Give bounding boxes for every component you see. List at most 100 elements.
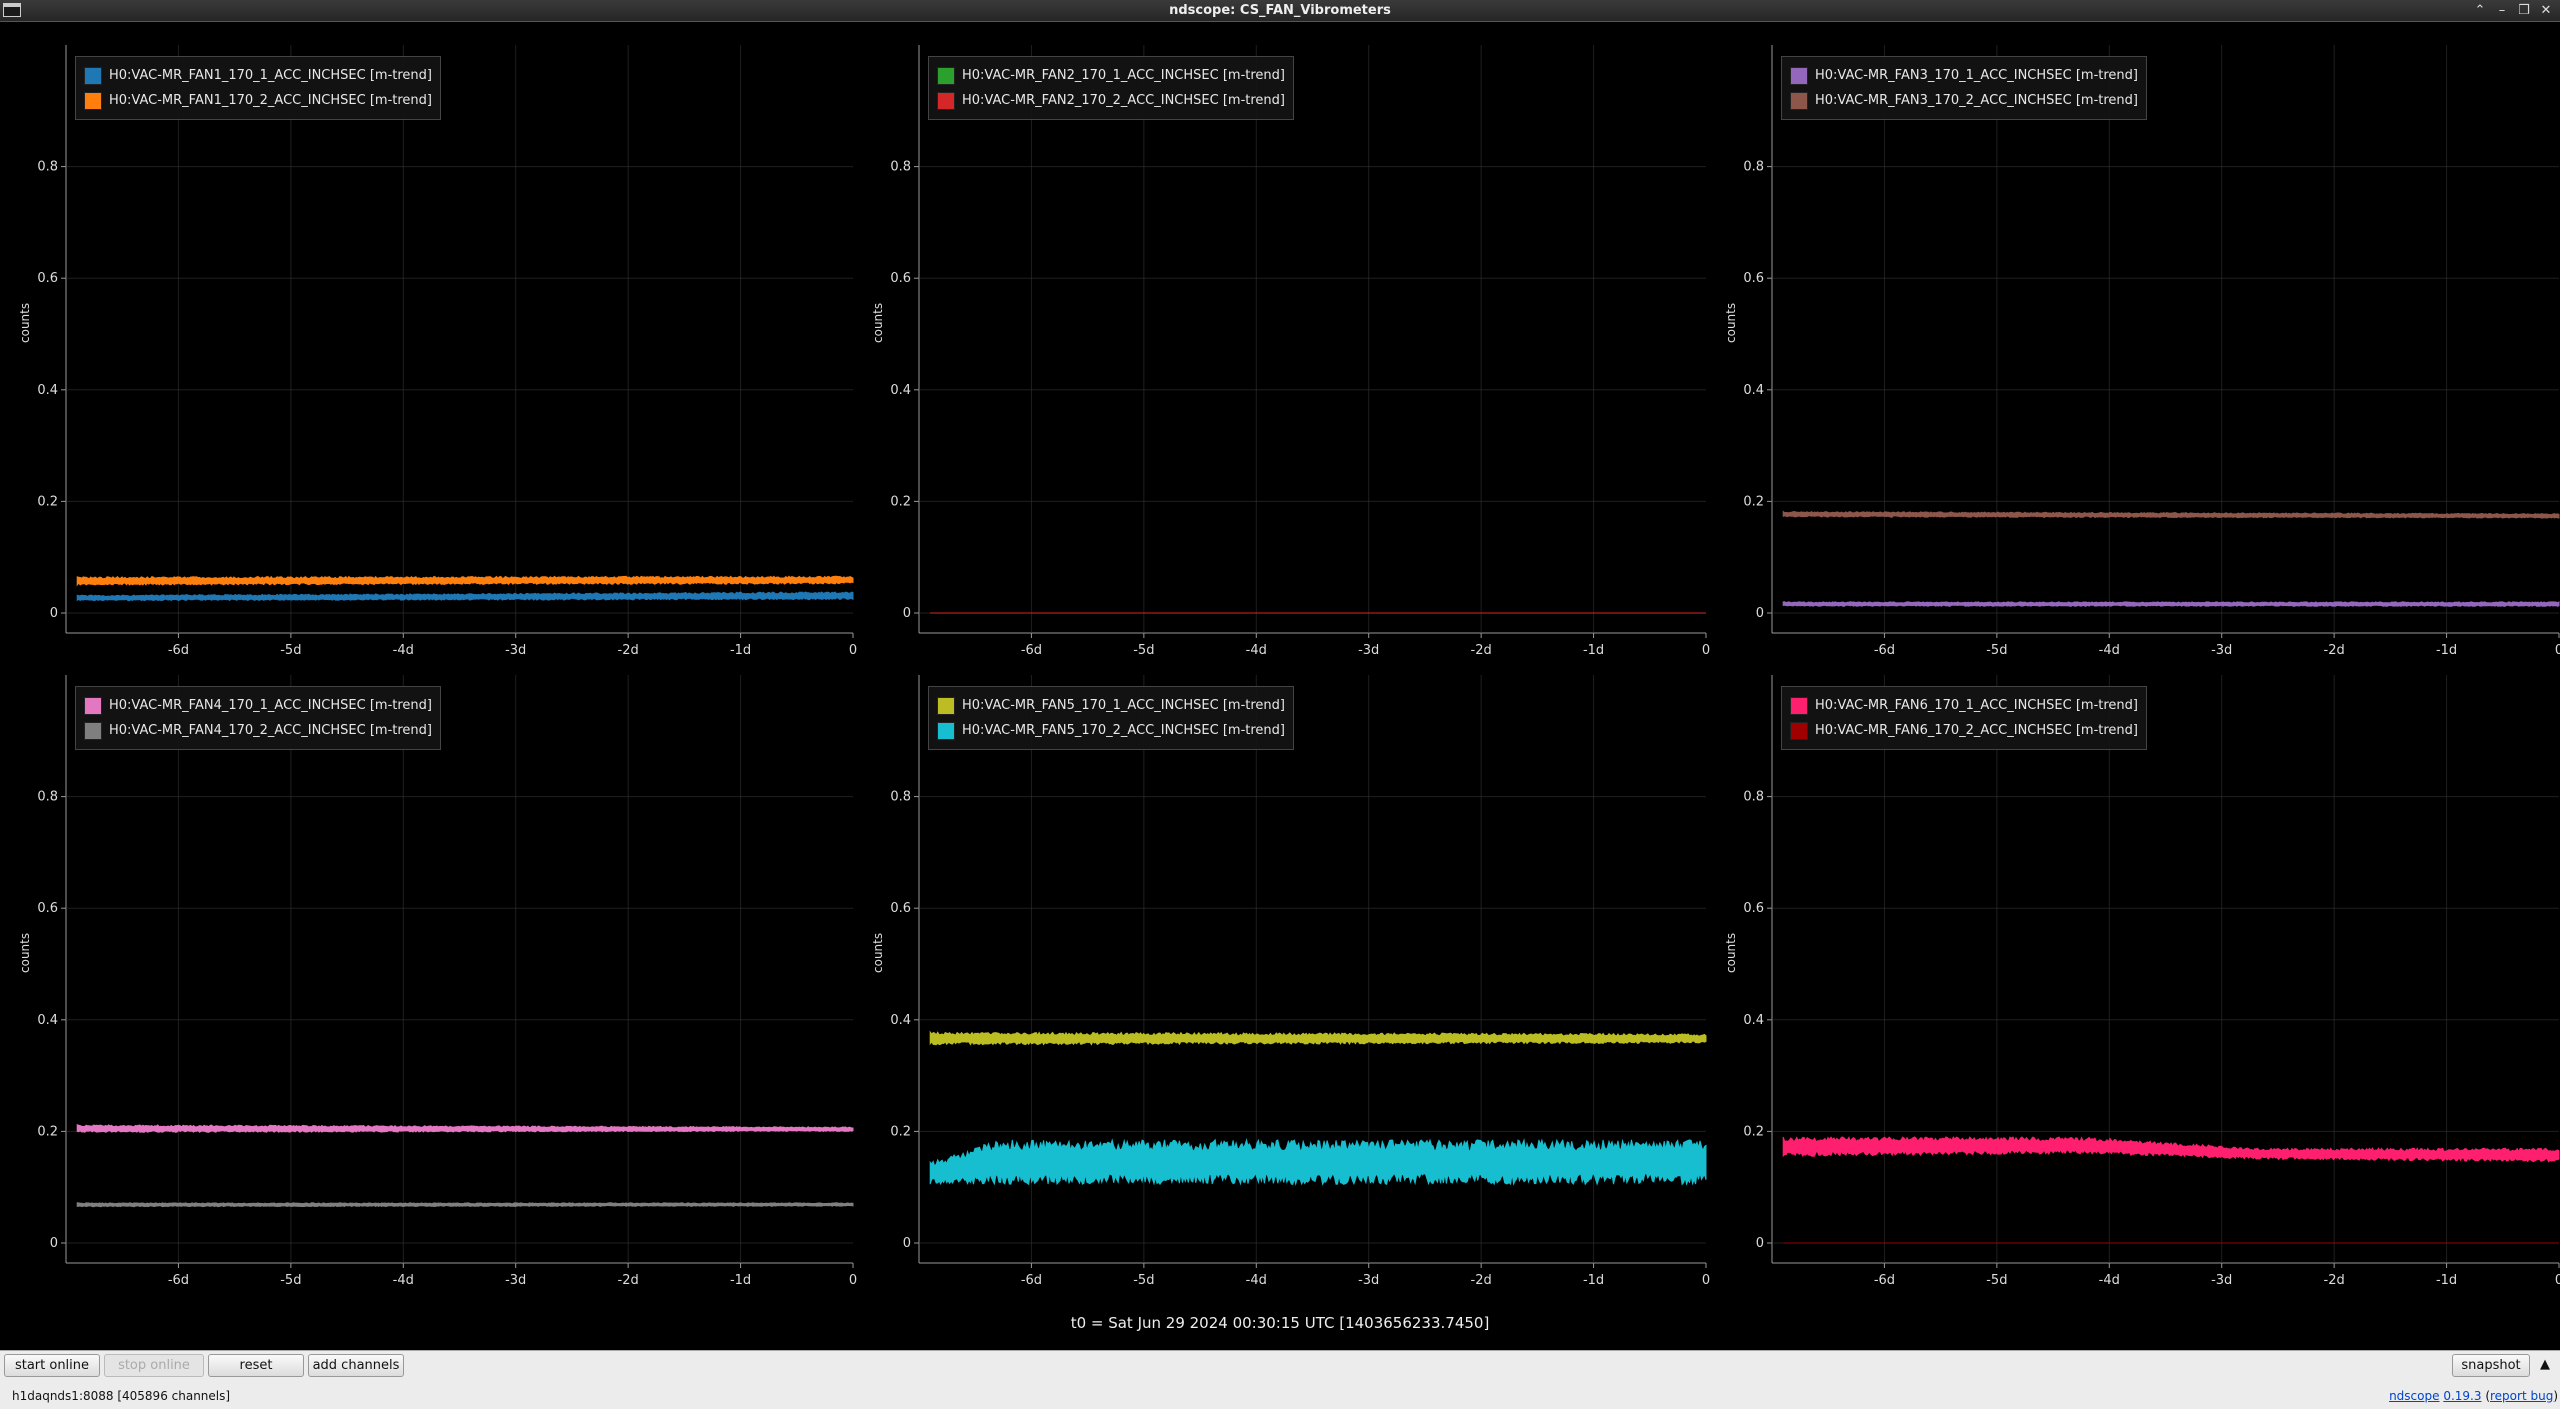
legend-label: H0:VAC-MR_FAN1_170_1_ACC_INCHSEC [m-tren…	[109, 68, 432, 83]
close-window-icon[interactable]: ✕	[2540, 3, 2552, 18]
legend-swatch	[937, 91, 955, 110]
report-bug-link[interactable]: report bug	[2490, 1389, 2554, 1403]
y-tick-label: 0.6	[37, 271, 58, 286]
plot-fan2[interactable]: 0 0.2 0.4 0.6 0.8 -6d -5d -4d -3d -2d -1d 0 counts …	[853, 23, 1710, 658]
version-link[interactable]: 0.19.3	[2443, 1389, 2482, 1403]
legend-label: H0:VAC-MR_FAN5_170_1_ACC_INCHSEC [m-tren…	[962, 698, 1285, 713]
legend-item[interactable]: H0:VAC-MR_FAN2_170_1_ACC_INCHSEC [m-tren…	[937, 63, 1285, 88]
y-tick-label: 0.8	[37, 790, 58, 805]
x-tick-label: -3d	[505, 1273, 526, 1288]
x-tick-label: -1d	[2436, 1273, 2457, 1288]
plot-fan3[interactable]: 0 0.2 0.4 0.6 0.8 -6d -5d -4d -3d -2d -1d 0 counts …	[1706, 23, 2560, 658]
series-trace	[76, 1202, 854, 1208]
legend: H0:VAC-MR_FAN2_170_1_ACC_INCHSEC [m-tren…	[928, 56, 1294, 120]
x-tick-label: -5d	[1133, 1273, 1154, 1288]
legend-label: H0:VAC-MR_FAN6_170_2_ACC_INCHSEC [m-tren…	[1815, 723, 2138, 738]
legend-item[interactable]: H0:VAC-MR_FAN4_170_1_ACC_INCHSEC [m-tren…	[84, 693, 432, 718]
series-trace	[1782, 1136, 2560, 1163]
legend-swatch	[937, 721, 955, 740]
x-tick-label: -1d	[730, 643, 751, 658]
x-tick-label: -6d	[1874, 643, 1895, 658]
y-axis-label: counts	[1724, 302, 1738, 343]
legend-label: H0:VAC-MR_FAN5_170_2_ACC_INCHSEC [m-tren…	[962, 723, 1285, 738]
window-title: ndscope: CS_FAN_Vibrometers	[1169, 3, 1391, 18]
y-tick-label: 0	[50, 1236, 58, 1251]
x-tick-label: 0	[2555, 1273, 2560, 1288]
legend-label: H0:VAC-MR_FAN4_170_2_ACC_INCHSEC [m-tren…	[109, 723, 432, 738]
plot-canvas[interactable]: 0 0.2 0.4 0.6 0.8 -6d -5d -4d -3d -2d -1d 0	[0, 653, 857, 1288]
x-tick-label: -6d	[1021, 643, 1042, 658]
add-channels-button[interactable]: add channels	[308, 1354, 404, 1377]
x-tick-label: -1d	[1583, 643, 1604, 658]
y-tick-label: 0.8	[1743, 160, 1764, 175]
y-tick-label: 0.8	[890, 790, 911, 805]
plot-canvas[interactable]: 0 0.2 0.4 0.6 0.8 -6d -5d -4d -3d -2d -1d 0	[0, 23, 857, 658]
legend-item[interactable]: H0:VAC-MR_FAN3_170_2_ACC_INCHSEC [m-tren…	[1790, 88, 2138, 113]
legend-item[interactable]: H0:VAC-MR_FAN1_170_2_ACC_INCHSEC [m-tren…	[84, 88, 432, 113]
x-tick-label: -1d	[2436, 643, 2457, 658]
legend-swatch	[937, 66, 955, 85]
x-tick-label: 0	[2555, 643, 2560, 658]
legend-item[interactable]: H0:VAC-MR_FAN6_170_1_ACC_INCHSEC [m-tren…	[1790, 693, 2138, 718]
collapse-icon[interactable]: ▲	[2540, 1357, 2550, 1372]
legend-item[interactable]: H0:VAC-MR_FAN6_170_2_ACC_INCHSEC [m-tren…	[1790, 718, 2138, 743]
legend-label: H0:VAC-MR_FAN1_170_2_ACC_INCHSEC [m-tren…	[109, 93, 432, 108]
maximize-window-icon[interactable]: ❒	[2518, 3, 2530, 18]
legend-item[interactable]: H0:VAC-MR_FAN2_170_2_ACC_INCHSEC [m-tren…	[937, 88, 1285, 113]
y-tick-label: 0.2	[890, 494, 911, 509]
window-titlebar: ndscope: CS_FAN_Vibrometers ⌃ – ❒ ✕	[0, 0, 2560, 22]
y-axis-label: counts	[871, 932, 885, 973]
ndscope-link[interactable]: ndscope	[2389, 1389, 2440, 1403]
start-online-button[interactable]: start online	[4, 1354, 100, 1377]
legend-item[interactable]: H0:VAC-MR_FAN3_170_1_ACC_INCHSEC [m-tren…	[1790, 63, 2138, 88]
legend: H0:VAC-MR_FAN6_170_1_ACC_INCHSEC [m-tren…	[1781, 686, 2147, 750]
legend-swatch	[84, 696, 102, 715]
plot-canvas[interactable]: 0 0.2 0.4 0.6 0.8 -6d -5d -4d -3d -2d -1d 0	[1706, 653, 2560, 1288]
plot-canvas[interactable]: 0 0.2 0.4 0.6 0.8 -6d -5d -4d -3d -2d -1d 0	[1706, 23, 2560, 658]
plot-fan1[interactable]: 0 0.2 0.4 0.6 0.8 -6d -5d -4d -3d -2d -1d 0 counts …	[0, 23, 857, 658]
shade-window-icon[interactable]: ⌃	[2474, 3, 2486, 18]
plot-fan6[interactable]: 0 0.2 0.4 0.6 0.8 -6d -5d -4d -3d -2d -1d 0 counts …	[1706, 653, 2560, 1288]
y-tick-label: 0.6	[37, 901, 58, 916]
y-tick-label: 0.4	[890, 383, 911, 398]
legend-item[interactable]: H0:VAC-MR_FAN5_170_2_ACC_INCHSEC [m-tren…	[937, 718, 1285, 743]
x-tick-label: -4d	[1246, 1273, 1267, 1288]
x-tick-label: -2d	[2324, 643, 2345, 658]
legend-swatch	[937, 696, 955, 715]
legend: H0:VAC-MR_FAN4_170_1_ACC_INCHSEC [m-tren…	[75, 686, 441, 750]
x-tick-label: -2d	[2324, 1273, 2345, 1288]
legend-swatch	[1790, 721, 1808, 740]
x-tick-label: -6d	[168, 1273, 189, 1288]
reset-button[interactable]: reset	[208, 1354, 304, 1377]
legend-item[interactable]: H0:VAC-MR_FAN1_170_1_ACC_INCHSEC [m-tren…	[84, 63, 432, 88]
snapshot-button[interactable]: snapshot	[2452, 1354, 2530, 1377]
x-tick-label: -2d	[1471, 1273, 1492, 1288]
plot-fan4[interactable]: 0 0.2 0.4 0.6 0.8 -6d -5d -4d -3d -2d -1d 0 counts …	[0, 653, 857, 1288]
plot-canvas[interactable]: 0 0.2 0.4 0.6 0.8 -6d -5d -4d -3d -2d -1d 0	[853, 653, 1710, 1288]
x-tick-label: -4d	[2099, 643, 2120, 658]
x-tick-label: -5d	[1986, 643, 2007, 658]
minimize-window-icon[interactable]: –	[2498, 3, 2506, 18]
x-tick-label: 0	[1702, 643, 1710, 658]
x-tick-label: -4d	[1246, 643, 1267, 658]
x-tick-label: -3d	[2211, 1273, 2232, 1288]
y-tick-label: 0.2	[37, 494, 58, 509]
plot-canvas[interactable]: 0 0.2 0.4 0.6 0.8 -6d -5d -4d -3d -2d -1d 0	[853, 23, 1710, 658]
plot-fan5[interactable]: 0 0.2 0.4 0.6 0.8 -6d -5d -4d -3d -2d -1d 0 counts …	[853, 653, 1710, 1288]
y-tick-label: 0.2	[890, 1124, 911, 1139]
legend-item[interactable]: H0:VAC-MR_FAN4_170_2_ACC_INCHSEC [m-tren…	[84, 718, 432, 743]
series-trace	[929, 1138, 1707, 1187]
x-tick-label: 0	[1702, 1273, 1710, 1288]
x-tick-label: -1d	[1583, 1273, 1604, 1288]
app-window-icon[interactable]	[3, 3, 21, 17]
x-tick-label: -4d	[2099, 1273, 2120, 1288]
stop-online-button[interactable]: stop online	[104, 1354, 204, 1377]
x-tick-label: -4d	[393, 643, 414, 658]
legend-label: H0:VAC-MR_FAN4_170_1_ACC_INCHSEC [m-tren…	[109, 698, 432, 713]
legend-item[interactable]: H0:VAC-MR_FAN5_170_1_ACC_INCHSEC [m-tren…	[937, 693, 1285, 718]
y-tick-label: 0.4	[37, 383, 58, 398]
y-tick-label: 0.2	[37, 1124, 58, 1139]
legend-swatch	[1790, 91, 1808, 110]
version-info: ndscope 0.19.3 (report bug)	[2389, 1389, 2558, 1403]
legend-swatch	[84, 91, 102, 110]
